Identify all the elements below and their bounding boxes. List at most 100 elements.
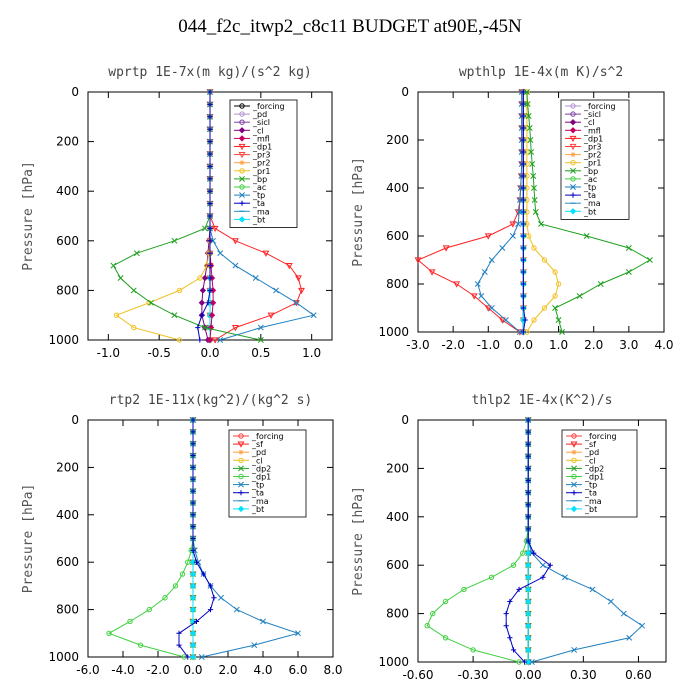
data-point — [292, 300, 300, 307]
data-point — [207, 101, 213, 107]
data-point — [218, 594, 224, 601]
data-point — [470, 647, 476, 653]
legend-item: _bt — [234, 215, 265, 224]
data-point — [525, 514, 531, 520]
data-point — [607, 598, 614, 605]
data-point — [502, 317, 509, 323]
data-point — [207, 126, 213, 132]
legend-item: _tp — [566, 481, 597, 490]
data-point — [525, 465, 531, 471]
y-tick-label: 0 — [71, 85, 79, 99]
x-tick-label: 1.0 — [302, 346, 321, 360]
legend-marker — [238, 433, 244, 439]
legend-item: _pd — [233, 448, 266, 457]
y-tick-label: 400 — [56, 508, 79, 522]
legend-label: _forcing — [252, 102, 285, 111]
legend-label: _bp — [583, 167, 598, 176]
series-line — [115, 92, 211, 341]
data-point — [507, 635, 513, 641]
x-tick-label: 0.30 — [570, 668, 597, 682]
x-tick-label: -6.0 — [76, 663, 99, 677]
data-point — [207, 114, 213, 120]
legend-item: _sf — [566, 440, 596, 449]
legend-item: _dp1 — [233, 473, 271, 482]
data-point — [293, 299, 300, 306]
legend-marker — [238, 473, 244, 480]
data-point — [189, 559, 197, 566]
data-point — [209, 299, 217, 306]
y-axis-label: Pressure [hPa] — [21, 484, 36, 594]
legend-marker — [570, 111, 576, 117]
x-tick-label: 6.0 — [288, 663, 307, 677]
legend-item: _tp — [233, 481, 264, 490]
y-tick-label: 800 — [386, 277, 409, 291]
data-point — [576, 293, 583, 299]
data-point — [526, 125, 533, 131]
data-point — [520, 305, 527, 311]
legend-label: _cl — [251, 456, 263, 465]
legend: _forcing_sicl_cl_mfl_dp1_pr3_pr2_pr1_bp_… — [560, 99, 630, 220]
data-point — [531, 197, 538, 203]
data-point — [207, 139, 213, 145]
data-point — [520, 209, 527, 215]
y-tick-label: 800 — [56, 603, 79, 617]
legend-marker — [570, 103, 576, 109]
data-point — [257, 337, 264, 343]
data-point — [211, 225, 219, 233]
legend-label: _ac — [583, 175, 597, 184]
data-point — [310, 312, 317, 319]
legend-label: _ta — [584, 489, 597, 498]
data-point — [531, 550, 537, 556]
data-point — [510, 562, 517, 568]
x-tick-label: 0.0 — [183, 663, 202, 677]
data-point — [185, 559, 191, 565]
x-tick-label: 4.0 — [253, 663, 272, 677]
data-point — [298, 287, 305, 295]
y-tick-label: 400 — [386, 510, 409, 524]
x-tick-label: 0.60 — [625, 668, 652, 682]
legend-label: _tp — [584, 481, 597, 490]
legend: _forcing_sf_pd_cl_dp2_dp1_tp_ta_ma_bt — [228, 429, 307, 518]
y-tick-label: 200 — [56, 460, 79, 474]
panel-title: wprtp 1E-7x(m kg)/(s^2 kg) — [108, 65, 312, 80]
data-point — [179, 571, 186, 577]
legend-marker — [571, 457, 577, 463]
legend-marker — [569, 119, 577, 126]
data-point — [532, 209, 539, 215]
data-point — [525, 598, 532, 605]
legend-marker — [571, 490, 577, 496]
data-point — [520, 89, 527, 95]
data-point — [552, 293, 558, 299]
data-point — [295, 275, 302, 282]
legend-label: _sicl — [252, 118, 270, 127]
figure-title: 044_f2c_itwp2_c8c11 BUDGET at90E,-45N — [178, 16, 522, 37]
y-tick-label: 800 — [386, 607, 409, 621]
legend-item: _ma — [233, 497, 269, 506]
panel-title: rtp2 1E-11x(kg^2)/(kg^2 s) — [109, 393, 313, 408]
legend-label: _dp2 — [251, 464, 271, 473]
data-point — [499, 245, 506, 251]
legend-marker — [238, 143, 246, 151]
data-point — [207, 583, 214, 589]
legend-label: _ma — [251, 497, 269, 506]
legend-marker — [569, 208, 577, 215]
series-ta — [520, 89, 528, 335]
legend-item: _bt — [233, 505, 264, 514]
data-point — [516, 209, 523, 215]
legend-item: _pr3 — [234, 151, 270, 160]
data-point — [217, 337, 224, 343]
data-point — [470, 293, 478, 300]
series-line — [107, 420, 194, 658]
data-point — [189, 594, 197, 601]
data-point — [207, 213, 213, 219]
legend-marker — [570, 160, 576, 166]
data-point — [273, 287, 280, 294]
legend-marker — [571, 473, 577, 480]
legend-label: _dp1 — [252, 143, 272, 152]
plot-frame — [417, 91, 665, 333]
data-point — [162, 595, 168, 601]
legend: _forcing_sf_pd_cl_dp2_dp1_tp_ta_ma_bt — [561, 429, 638, 518]
series-line — [526, 92, 560, 333]
legend-item: _cl — [565, 118, 595, 127]
